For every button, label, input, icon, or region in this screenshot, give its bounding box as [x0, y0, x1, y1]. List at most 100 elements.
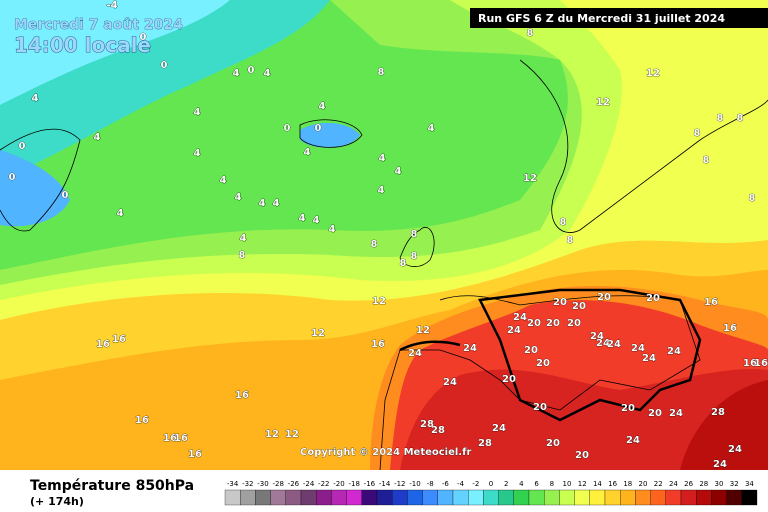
coastlines — [0, 59, 768, 471]
contour-label: 24 — [408, 348, 422, 359]
contour-label: 4 — [240, 233, 247, 244]
legend-swatch — [589, 489, 606, 506]
contour-label: 0 — [62, 190, 69, 201]
contour-label: 12 — [646, 68, 660, 79]
legend-swatch — [726, 489, 742, 506]
run-banner — [470, 8, 768, 28]
contour-20 — [478, 288, 702, 422]
legend-label: 4 — [519, 480, 524, 488]
legend-swatch — [361, 489, 378, 506]
legend-label: 16 — [608, 480, 617, 488]
contour-label: 16 — [96, 339, 110, 350]
legend-swatch — [468, 489, 484, 506]
legend-label: -34 — [227, 480, 239, 488]
legend-swatch — [392, 489, 408, 506]
contour-label: 12 — [311, 328, 325, 339]
legend-swatch — [407, 489, 423, 506]
legend-label: -6 — [442, 480, 450, 488]
contour-label: 20 — [502, 374, 516, 385]
legend-swatch — [604, 489, 621, 506]
legend-swatch — [270, 489, 286, 506]
forecast-date: Mercredi 7 août 2024 — [14, 17, 183, 33]
contour-label: 8 — [371, 239, 378, 250]
contour-label: 20 — [546, 318, 560, 329]
legend-swatch — [513, 489, 530, 506]
contour-label: 4 — [329, 224, 336, 235]
legend-swatch — [331, 489, 347, 506]
legend-label: 30 — [715, 480, 724, 488]
contour-label: 24 — [596, 338, 610, 349]
contour-label: 8 — [749, 193, 756, 204]
contour-label: 20 — [621, 403, 635, 414]
legend-label: -16 — [364, 480, 376, 488]
contour-label: 24 — [607, 339, 621, 350]
legend-swatch — [665, 489, 682, 506]
legend-swatch — [711, 489, 727, 506]
contour-label: 4 — [395, 166, 402, 177]
legend-label: -14 — [379, 480, 391, 488]
contour-label: 12 — [285, 429, 299, 440]
contour-label: 12 — [416, 325, 430, 336]
contour-label: 8 — [378, 67, 385, 78]
contour-label: 16 — [704, 297, 718, 308]
legend-label: 10 — [563, 480, 572, 488]
copyright: Copyright © 2024 Meteociel.fr — [300, 447, 471, 458]
forecast-lead: (+ 174h) — [30, 495, 84, 508]
legend-label: 12 — [578, 480, 587, 488]
contour-label: 0 — [140, 32, 147, 43]
contour-label: 16 — [174, 433, 188, 444]
contour-label: 12 — [372, 296, 386, 307]
contour-label: 16 — [754, 358, 768, 369]
contour-label: 20 — [646, 293, 660, 304]
contour-label: 0 — [248, 65, 255, 76]
legend-label: 6 — [534, 480, 539, 488]
contour-label: 24 — [631, 343, 645, 354]
legend-label: 0 — [489, 480, 493, 488]
contour-label: 24 — [492, 423, 506, 434]
contour-label: 24 — [667, 346, 681, 357]
legend-label: -10 — [409, 480, 420, 488]
contour-label: 20 — [572, 301, 586, 312]
contour-label: 24 — [669, 408, 683, 419]
legend-label: 22 — [654, 480, 663, 488]
contour-label: 8 — [717, 113, 724, 124]
legend-label: -2 — [472, 480, 479, 488]
contour-label: 8 — [703, 155, 710, 166]
contour-label: 4 — [304, 147, 311, 158]
contour-label: 4 — [235, 192, 242, 203]
legend-label: -32 — [242, 480, 253, 488]
legend-swatch — [696, 489, 712, 506]
contour-label: 24 — [626, 435, 640, 446]
contour-label: 20 — [648, 408, 662, 419]
contour-label: 20 — [597, 292, 611, 303]
contour-label: 16 — [723, 323, 737, 334]
contour-line — [399, 340, 461, 352]
legend-swatch — [498, 489, 514, 506]
legend-label: -8 — [427, 480, 434, 488]
contour-label: 4 — [313, 215, 320, 226]
contour-label: 8 — [239, 250, 246, 261]
legend-label: 24 — [669, 480, 678, 488]
legend-label: 8 — [550, 480, 554, 488]
contour-label: 4 — [94, 132, 101, 143]
contour-label: 4 — [220, 175, 227, 186]
legend-swatch — [650, 489, 666, 506]
contour-label: 16 — [135, 415, 149, 426]
contour-label: 4 — [428, 123, 435, 134]
contour-label: 20 — [553, 297, 567, 308]
legend-label: -12 — [394, 480, 405, 488]
contour-label: 8 — [411, 229, 418, 240]
legend-swatch — [376, 489, 393, 506]
legend-swatch — [544, 489, 560, 506]
legend-swatch — [635, 489, 651, 506]
legend-label: 18 — [623, 480, 632, 488]
contour-label: 24 — [463, 343, 477, 354]
legend-swatch — [528, 489, 545, 506]
legend-label: -22 — [318, 480, 329, 488]
legend-swatch — [574, 489, 590, 506]
legend-swatch — [224, 489, 241, 506]
legend-label: -18 — [348, 480, 359, 488]
legend-label: -4 — [457, 480, 465, 488]
